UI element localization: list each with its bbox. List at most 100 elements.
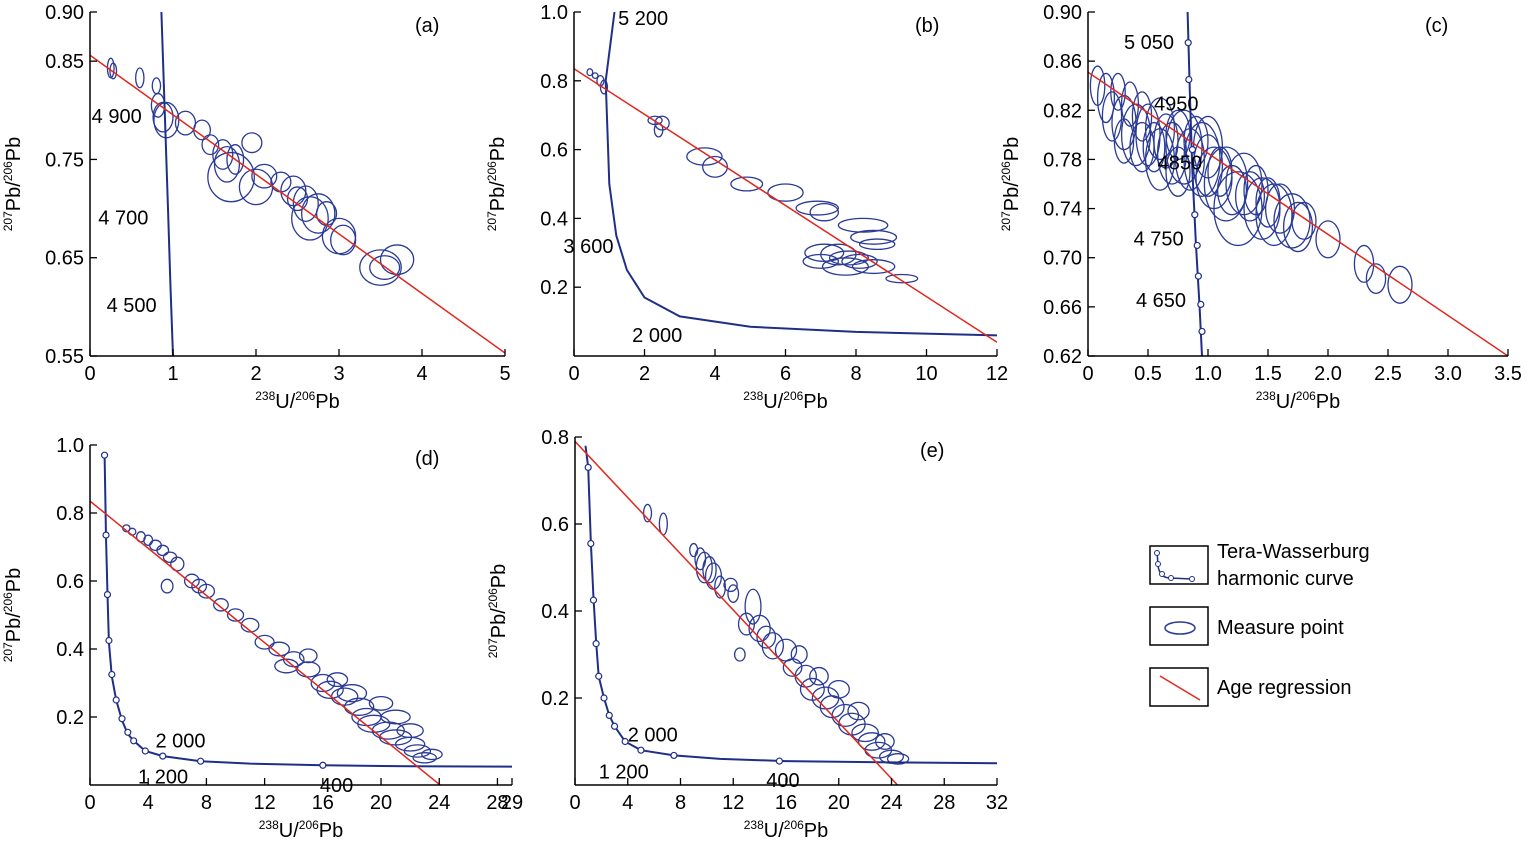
- curve-age-label-panel-d-2: 400: [320, 775, 353, 797]
- measure-point-panel-e-32: [847, 701, 870, 721]
- measure-point-panel-d-15: [254, 634, 275, 650]
- plot-area-panel-e: [575, 440, 997, 785]
- y-tick-label-panel-d-0: 0.2: [56, 707, 84, 729]
- legend-curve-marker-3: [1168, 575, 1174, 581]
- legend-label-harmonic-curve-line1: Tera-Wasserburg: [1217, 541, 1370, 563]
- measure-point-panel-c-21: [1203, 146, 1249, 222]
- measure-point-panel-d-11: [197, 583, 216, 599]
- harmonic-curve-panel-d: [103, 455, 512, 768]
- measure-point-panel-d-18: [295, 661, 321, 678]
- measure-point-panel-b-1: [591, 72, 599, 80]
- curve-age-label-panel-e-2: 400: [766, 770, 799, 792]
- x-tick-label-panel-c-6: 3.0: [1434, 363, 1462, 385]
- panel-label-panel-c: (c): [1425, 15, 1448, 37]
- measure-point-panel-d-5: [156, 544, 170, 557]
- measure-point-panel-c-38: [1165, 146, 1191, 197]
- y-tick-label-panel-b-2: 0.6: [540, 140, 568, 162]
- x-axis-label-panel-e-sup1: 238: [744, 818, 764, 832]
- chart-panel-b: 0 2 4 6 8 10 120.20.40.60.81.0238U/206Pb207Pb/…: [485, 2, 1008, 413]
- x-tick-label-panel-e-3: 12: [722, 792, 744, 814]
- chart-panel-c: 0 0.5 1.0 1.5 2.0 2.5 3.0 3.5 0.62 0.66 0.70 0.74 0.…: [999, 2, 1522, 413]
- x-tick-label-panel-c-5: 2.5: [1374, 363, 1402, 385]
- measure-point-panel-e-0: [642, 503, 653, 523]
- x-tick-label-panel-e-0: 0: [569, 792, 580, 814]
- curve-age-label-panel-e-1: 1 200: [599, 761, 649, 783]
- measure-point-panel-c-29: [1273, 193, 1311, 249]
- panel-label-panel-e: (e): [920, 440, 944, 462]
- harmonic-curve-panel-a: [160, 12, 174, 356]
- legend-label-harmonic-curve-line2: harmonic curve: [1217, 568, 1354, 590]
- measure-point-panel-e-22: [831, 703, 860, 727]
- x-axis-label-panel-e: 238U/206Pb: [744, 818, 829, 842]
- measure-point-panel-b-8: [702, 155, 728, 178]
- measure-point-panel-d-32: [336, 684, 368, 703]
- x-tick-label-panel-d-8: 29: [501, 792, 523, 814]
- measure-point-panel-a-9: [201, 134, 220, 156]
- measure-point-panel-a-22: [291, 196, 329, 241]
- measure-point-panel-c-10: [1144, 97, 1176, 161]
- x-axis-label-panel-b: 238U/206Pb: [743, 389, 828, 413]
- legend: Tera-Wasserburg harmonic curve Measure p…: [1149, 541, 1370, 707]
- curve-marker-panel-d-9: [141, 747, 149, 755]
- x-tick-label-panel-a-2: 2: [250, 363, 261, 385]
- x-tick-label-panel-e-4: 16: [775, 792, 797, 814]
- measure-point-panel-d-35: [274, 658, 299, 674]
- x-tick-label-panel-d-0: 0: [84, 792, 95, 814]
- measure-point-panel-d-33: [326, 672, 349, 688]
- x-axis-label-panel-b-sup1: 238: [743, 389, 763, 403]
- curve-marker-panel-c-7: [1198, 327, 1206, 336]
- measure-point-panel-b-20: [841, 253, 878, 269]
- measure-point-panel-a-21: [300, 193, 336, 234]
- measure-point-panel-d-7: [170, 556, 185, 572]
- measure-point-panel-c-7: [1131, 91, 1153, 142]
- x-axis-label-panel-c-base2: Pb: [1316, 391, 1340, 413]
- measure-point-panel-c-2: [1101, 91, 1123, 142]
- measure-point-panel-b-15: [858, 238, 896, 251]
- y-tick-label-panel-e-3: 0.8: [541, 427, 569, 449]
- measure-point-panel-a-2: [135, 67, 145, 89]
- measure-point-panel-a-20: [292, 185, 319, 222]
- y-tick-label-panel-d-4: 1.0: [56, 435, 84, 457]
- measure-point-panel-a-23: [315, 201, 338, 226]
- measure-point-panel-e-11: [737, 612, 756, 636]
- measure-point-panel-c-32: [1315, 220, 1341, 259]
- curve-marker-panel-c-0: [1184, 39, 1192, 47]
- plot-area-panel-c: [1088, 12, 1508, 356]
- curve-marker-panel-d-12: [319, 761, 327, 769]
- measure-point-panel-d-12: [213, 598, 229, 612]
- y-axis-label-panel-c-sup1: 207: [999, 211, 1013, 231]
- measure-point-panel-b-10: [767, 183, 804, 202]
- x-tick-label-panel-a-0: 0: [84, 363, 95, 385]
- x-axis-label-panel-c: 238U/206Pb: [1256, 389, 1341, 413]
- curve-marker-panel-c-3: [1191, 211, 1199, 219]
- y-tick-label-panel-c-0: 0.62: [1043, 346, 1082, 368]
- x-tick-label-panel-e-2: 8: [675, 792, 686, 814]
- x-tick-label-panel-d-1: 4: [143, 792, 154, 814]
- harmonic-curve-panel-e: [584, 445, 997, 765]
- curve-marker-panel-d-4: [108, 670, 116, 679]
- plot-area-panel-b: [574, 12, 997, 343]
- measure-point-panel-d-34: [298, 648, 318, 664]
- y-axis-label-panel-d-base1: Pb/: [3, 612, 25, 642]
- x-tick-label-panel-e-1: 4: [622, 792, 633, 814]
- y-tick-label-panel-b-3: 0.8: [540, 71, 568, 93]
- measure-point-panel-c-42: [1243, 164, 1269, 216]
- curve-marker-panel-d-1: [102, 531, 110, 539]
- x-tick-label-panel-b-5: 10: [915, 363, 937, 385]
- measure-point-panel-b-12: [809, 202, 840, 222]
- curve-age-label-panel-d-1: 1 200: [138, 766, 188, 788]
- chart-panel-d: 0 4 8 12 16 20 24 28290.20.40.60.81.0238U/206Pb…: [1, 435, 523, 842]
- curve-age-label-panel-c-0: 5 050: [1124, 32, 1174, 54]
- x-axis-label-panel-a-sup1: 238: [255, 389, 275, 403]
- chart-panel-a: 0 1 2 3 4 50.550.650.750.850.90238U/206Pb207P…: [1, 2, 511, 413]
- measure-point-panel-e-5: [702, 555, 717, 584]
- y-tick-label-panel-b-0: 0.2: [540, 277, 568, 299]
- curve-age-label-panel-c-3: 4 750: [1134, 228, 1184, 250]
- measure-point-panel-c-3: [1110, 72, 1126, 111]
- y-tick-label-panel-d-3: 0.8: [56, 503, 84, 525]
- y-axis-label-panel-a-sup1: 207: [1, 211, 15, 231]
- measure-point-panel-e-15: [733, 647, 746, 662]
- measure-point-panel-a-10: [212, 139, 234, 170]
- y-tick-label-panel-a-3: 0.85: [45, 51, 84, 73]
- legend-label-age-regression: Age regression: [1217, 677, 1352, 699]
